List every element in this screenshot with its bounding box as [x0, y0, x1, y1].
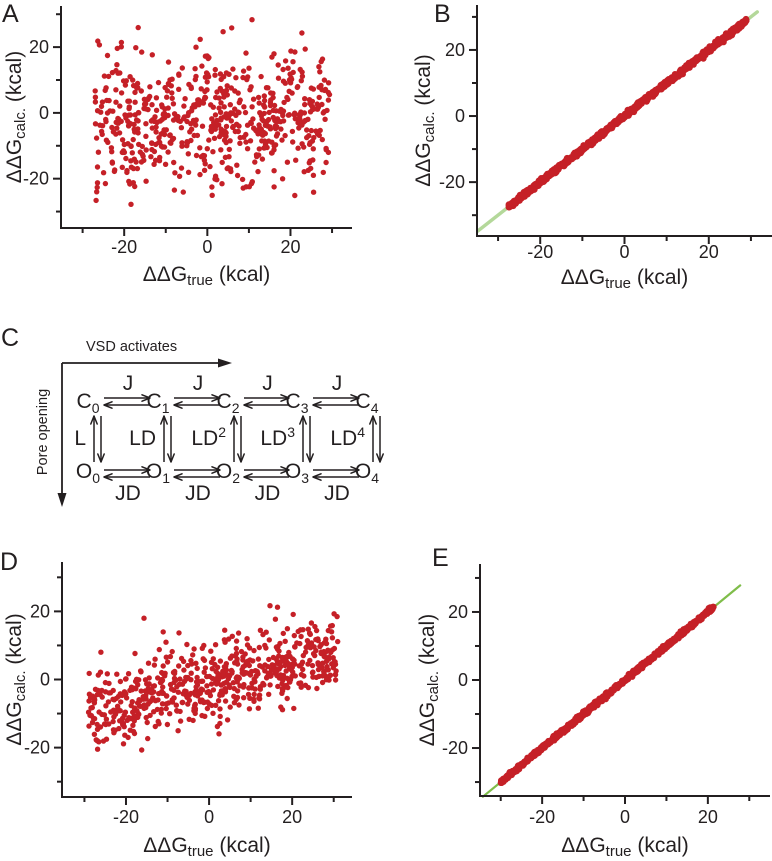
panel-e: E -20 0 20 -20 0 20 ΔΔGtrue (kcal) ΔΔGcalc. (kc… [386, 530, 772, 861]
y-tick-label: 0 [39, 103, 49, 123]
x-axis-label: ΔΔGtrue (kcal) [561, 266, 688, 292]
scatter-points [497, 603, 717, 786]
y-axis-label: ΔΔGcalc. (kcal) [3, 613, 29, 745]
open-state-row: O0 O1 O2 O3 O4 [76, 460, 379, 486]
x-tick-label: -20 [111, 237, 137, 257]
x-axis-ticks: -20 0 20 [497, 236, 752, 262]
x-axis-ticks: -20 0 20 [499, 796, 751, 827]
panel-d: D -20 0 20 -20 0 20 ΔΔGtrue (kcal) ΔΔGcalc. (kc… [0, 530, 386, 861]
x-tick-label: 20 [699, 242, 719, 262]
x-tick-label: -20 [527, 242, 553, 262]
jd-label: JD [185, 482, 211, 505]
jd-label: JD [255, 482, 281, 505]
open-state: O1 [146, 460, 170, 486]
j-label: J [123, 372, 134, 395]
closed-state: C0 [77, 390, 100, 416]
x-tick-label: 0 [204, 807, 214, 827]
open-state: O4 [355, 460, 379, 486]
y-tick-label: 0 [40, 670, 50, 690]
open-state: O2 [216, 460, 240, 486]
panel-a-scatter-plot: -20 0 20 -20 0 20 ΔΔGtrue (kcal) ΔΔGcalc. (kcal… [3, 6, 352, 289]
closed-state-row: C0 C1 C2 C3 C4 [77, 390, 379, 416]
y-tick-label: -20 [439, 172, 465, 192]
y-tick-label: 20 [448, 602, 468, 622]
x-tick-label: 0 [619, 242, 629, 262]
y-tick-label: -20 [442, 738, 468, 758]
closed-state: C3 [286, 390, 309, 416]
x-tick-label: 0 [202, 237, 212, 257]
x-tick-label: 0 [620, 807, 630, 827]
panel-a: A -20 0 20 -20 0 20 ΔΔGtrue (kcal) ΔΔGcalc. (kc… [0, 0, 386, 310]
y-axis-ticks: -20 0 20 [442, 576, 480, 784]
scheme-axes: VSD activates Pore opening [35, 339, 232, 507]
vertical-transitions: L LD LD2 LD3 LD4 [74, 415, 384, 463]
y-tick-label: 0 [458, 670, 468, 690]
closed-state: C4 [356, 390, 379, 416]
y-tick-label: 0 [455, 106, 465, 126]
panel-d-scatter-plot: -20 0 20 -20 0 20 ΔΔGtrue (kcal) ΔΔGcalc. (kcal… [3, 562, 352, 860]
y-tick-label: -20 [23, 169, 49, 189]
closed-state: C2 [217, 390, 240, 416]
y-axis-ticks: -20 0 20 [23, 13, 61, 213]
x-axis-ticks: -20 0 20 [83, 797, 335, 827]
vertical-transition-label: LD4 [330, 424, 365, 450]
y-axis-label: ΔΔGcalc. (kcal) [412, 54, 438, 186]
j-label: J [332, 372, 343, 395]
jd-label: JD [115, 482, 141, 505]
x-tick-label: -20 [529, 807, 555, 827]
panel-e-scatter-plot: -20 0 20 -20 0 20 ΔΔGtrue (kcal) ΔΔGcalc. (kcal… [416, 564, 770, 860]
x-axis-label: ΔΔGtrue (kcal) [143, 834, 270, 860]
panel-b-label: B [434, 0, 451, 28]
panel-b-scatter-plot: -20 0 20 -20 0 20 ΔΔGtrue (kcal) ΔΔGcalc. (kcal… [412, 5, 772, 292]
j-label: J [193, 372, 204, 395]
y-tick-label: 20 [445, 40, 465, 60]
x-tick-label: 20 [698, 807, 718, 827]
y-tick-label: 20 [30, 601, 50, 621]
x-axis-ticks: -20 0 20 [81, 228, 334, 257]
panel-c-label: C [1, 324, 20, 352]
closed-state: C1 [147, 390, 170, 416]
y-axis-label: ΔΔGcalc. (kcal) [416, 614, 442, 746]
vertical-transition-label: LD [129, 427, 156, 450]
vsd-activates-label: VSD activates [86, 339, 177, 355]
open-state: O3 [285, 460, 309, 486]
horizontal-transitions: J JD J JD J JD J JD [103, 372, 360, 505]
axes [61, 562, 352, 798]
x-tick-label: 20 [280, 237, 300, 257]
y-tick-label: 20 [29, 37, 49, 57]
panel-c: C VSD activates Pore opening C0 C1 C2 C3 C4 O0 O… [0, 320, 440, 530]
x-tick-label: -20 [113, 807, 139, 827]
scatter-points [505, 15, 750, 211]
y-axis-label: ΔΔGcalc. (kcal) [3, 51, 29, 183]
y-axis-ticks: -20 0 20 [24, 576, 62, 783]
panel-b: B -20 0 20 -20 0 20 ΔΔGtrue (kcal) ΔΔGcalc. (kc… [386, 0, 772, 310]
panel-d-label: D [0, 548, 19, 576]
jd-label: JD [324, 482, 350, 505]
vertical-transition-label: LD2 [191, 424, 226, 450]
panel-e-label: E [432, 544, 449, 572]
y-tick-label: -20 [24, 738, 50, 758]
open-state: O0 [76, 460, 100, 486]
axes [479, 564, 770, 797]
pore-opening-label: Pore opening [35, 389, 51, 475]
vertical-transition-label: L [74, 427, 86, 450]
panel-a-label: A [2, 0, 19, 28]
x-tick-label: 20 [282, 807, 302, 827]
x-axis-label: ΔΔGtrue (kcal) [561, 834, 688, 860]
j-label: J [262, 372, 273, 395]
vertical-transition-label: LD3 [260, 424, 295, 450]
x-axis-label: ΔΔGtrue (kcal) [143, 263, 270, 289]
scatter-points [85, 603, 341, 753]
scatter-points [92, 17, 333, 207]
y-axis-ticks: -20 0 20 [439, 15, 477, 217]
